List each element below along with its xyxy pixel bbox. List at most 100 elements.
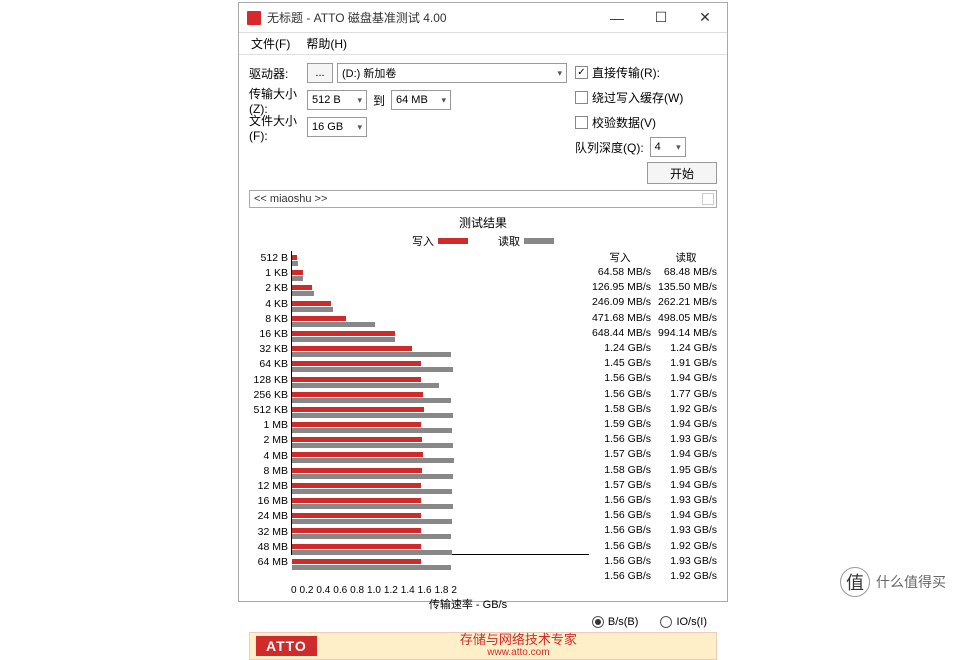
write-value: 1.56 GB/s bbox=[589, 508, 651, 523]
x-tick: 0.4 bbox=[316, 585, 330, 596]
window-controls: — ☐ ✕ bbox=[595, 3, 727, 33]
results-title: 测试结果 bbox=[249, 214, 717, 231]
chart-area: 512 B1 KB2 KB4 KB8 KB16 KB32 KB64 KB128 … bbox=[249, 251, 717, 584]
queue-depth-select[interactable]: 4 bbox=[650, 137, 686, 157]
write-bar bbox=[292, 270, 303, 275]
read-bar bbox=[292, 383, 439, 388]
file-size-select[interactable]: 16 GB bbox=[307, 117, 367, 137]
write-value: 648.44 MB/s bbox=[589, 326, 651, 341]
read-speed-column: 读取68.48 MB/s135.50 MB/s262.21 MB/s498.05… bbox=[655, 251, 717, 584]
close-button[interactable]: ✕ bbox=[683, 3, 727, 33]
y-label: 32 KB bbox=[249, 342, 288, 357]
titlebar: 无标题 - ATTO 磁盘基准测试 4.00 — ☐ ✕ bbox=[239, 3, 727, 33]
radio-ios[interactable] bbox=[660, 616, 672, 628]
write-value: 1.56 GB/s bbox=[589, 539, 651, 554]
watermark-text: 什么值得买 bbox=[876, 572, 946, 592]
read-bar bbox=[292, 413, 453, 418]
minimize-button[interactable]: — bbox=[595, 3, 639, 33]
read-value: 262.21 MB/s bbox=[655, 295, 717, 310]
max-size-select[interactable]: 64 MB bbox=[391, 90, 451, 110]
write-value: 1.45 GB/s bbox=[589, 356, 651, 371]
legend-read-swatch bbox=[524, 238, 554, 244]
write-bar bbox=[292, 392, 423, 397]
watermark-icon: 值 bbox=[840, 567, 870, 597]
menubar: 文件(F) 帮助(H) bbox=[239, 33, 727, 55]
read-bar bbox=[292, 337, 395, 342]
bypass-cache-checkbox[interactable] bbox=[575, 91, 588, 104]
x-tick: 1.4 bbox=[401, 585, 415, 596]
drive-select[interactable]: (D:) 新加卷 bbox=[337, 63, 567, 83]
read-value: 1.94 GB/s bbox=[655, 371, 717, 386]
read-value: 135.50 MB/s bbox=[655, 280, 717, 295]
controls-left: 驱动器: ... (D:) 新加卷 传输大小(Z): 512 B 到 64 MB… bbox=[249, 62, 567, 184]
read-value: 1.94 GB/s bbox=[655, 447, 717, 462]
description-input[interactable]: << miaoshu >> bbox=[249, 190, 717, 208]
maximize-button[interactable]: ☐ bbox=[639, 3, 683, 33]
x-tick: 0.8 bbox=[350, 585, 364, 596]
start-button[interactable]: 开始 bbox=[647, 162, 717, 184]
read-bar bbox=[292, 398, 451, 403]
verify-label: 校验数据(V) bbox=[592, 114, 656, 131]
radio-bps[interactable] bbox=[592, 616, 604, 628]
queue-depth-label: 队列深度(Q): bbox=[575, 139, 644, 156]
x-tick: 0 bbox=[291, 585, 297, 596]
write-value: 64.58 MB/s bbox=[589, 265, 651, 280]
x-tick: 0.6 bbox=[333, 585, 347, 596]
menu-file[interactable]: 文件(F) bbox=[243, 33, 298, 54]
browse-button[interactable]: ... bbox=[307, 63, 333, 83]
radio-ios-label: IO/s(I) bbox=[676, 616, 707, 628]
controls-panel: 驱动器: ... (D:) 新加卷 传输大小(Z): 512 B 到 64 MB… bbox=[239, 55, 727, 190]
y-label: 1 MB bbox=[249, 418, 288, 433]
bar-row bbox=[292, 268, 589, 283]
read-bar bbox=[292, 261, 298, 266]
read-value: 1.92 GB/s bbox=[655, 569, 717, 584]
read-value: 1.94 GB/s bbox=[655, 478, 717, 493]
bar-row bbox=[292, 511, 589, 526]
bar-row bbox=[292, 557, 589, 572]
window-title: 无标题 - ATTO 磁盘基准测试 4.00 bbox=[267, 9, 595, 26]
write-bar bbox=[292, 483, 421, 488]
write-speed-column: 写入64.58 MB/s126.95 MB/s246.09 MB/s471.68… bbox=[589, 251, 651, 584]
read-value: 498.05 MB/s bbox=[655, 311, 717, 326]
write-value: 1.24 GB/s bbox=[589, 341, 651, 356]
read-bar bbox=[292, 276, 303, 281]
read-bar bbox=[292, 367, 453, 372]
y-label: 16 MB bbox=[249, 494, 288, 509]
to-label: 到 bbox=[373, 92, 385, 109]
verify-checkbox[interactable] bbox=[575, 116, 588, 129]
write-value: 1.56 GB/s bbox=[589, 493, 651, 508]
min-size-select[interactable]: 512 B bbox=[307, 90, 367, 110]
read-value: 1.94 GB/s bbox=[655, 417, 717, 432]
x-tick: 1.2 bbox=[384, 585, 398, 596]
write-bar bbox=[292, 559, 421, 564]
y-label: 24 MB bbox=[249, 509, 288, 524]
y-label: 16 KB bbox=[249, 327, 288, 342]
menu-help[interactable]: 帮助(H) bbox=[298, 33, 355, 54]
write-bar bbox=[292, 407, 424, 412]
direct-io-checkbox[interactable]: ✓ bbox=[575, 66, 588, 79]
legend-read-label: 读取 bbox=[498, 233, 520, 249]
chart-x-axis-label: 传输速率 - GB/s bbox=[219, 596, 717, 612]
bar-row bbox=[292, 542, 589, 557]
write-value: 126.95 MB/s bbox=[589, 280, 651, 295]
write-bar bbox=[292, 544, 421, 549]
write-value: 1.56 GB/s bbox=[589, 387, 651, 402]
y-label: 8 KB bbox=[249, 312, 288, 327]
read-bar bbox=[292, 550, 452, 555]
bar-row bbox=[292, 496, 589, 511]
read-value: 1.92 GB/s bbox=[655, 402, 717, 417]
read-value: 1.95 GB/s bbox=[655, 463, 717, 478]
footer-banner: ATTO 存储与网络技术专家 www.atto.com bbox=[249, 632, 717, 660]
bypass-cache-label: 绕过写入缓存(W) bbox=[592, 89, 683, 106]
write-bar bbox=[292, 498, 421, 503]
x-tick: 1.0 bbox=[367, 585, 381, 596]
read-value: 1.91 GB/s bbox=[655, 356, 717, 371]
bar-row bbox=[292, 481, 589, 496]
read-bar bbox=[292, 307, 333, 312]
bar-row bbox=[292, 253, 589, 268]
y-label: 1 KB bbox=[249, 266, 288, 281]
write-bar bbox=[292, 452, 423, 457]
read-bar bbox=[292, 443, 453, 448]
x-tick: 1.6 bbox=[418, 585, 432, 596]
read-value: 1.94 GB/s bbox=[655, 508, 717, 523]
